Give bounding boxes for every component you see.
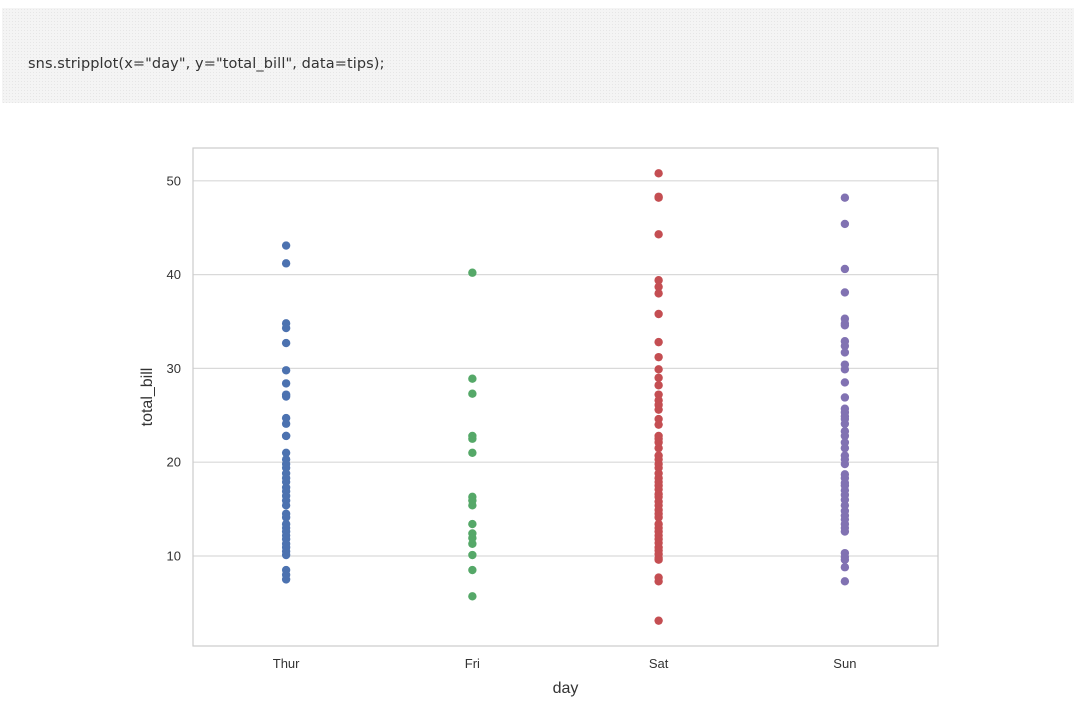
- series-sun: [840, 193, 850, 586]
- y-tick-labels: 10 20 30 40 50: [167, 173, 181, 563]
- data-point: [840, 527, 850, 536]
- data-point: [654, 513, 663, 522]
- data-point: [468, 374, 477, 383]
- data-point: [840, 193, 850, 202]
- y-tick-label: 50: [167, 173, 181, 188]
- data-point: [654, 289, 663, 298]
- series-fri: [468, 268, 477, 601]
- x-tick-label: Sat: [649, 656, 669, 671]
- x-tick-label: Fri: [465, 656, 480, 671]
- data-point: [468, 389, 477, 398]
- code-cell: sns.stripplot(x="day", y="total_bill", d…: [2, 8, 1074, 103]
- data-point: [654, 352, 663, 362]
- plot-frame: [192, 147, 939, 647]
- data-point: [281, 501, 291, 510]
- data-point: [840, 321, 850, 330]
- data-point: [281, 392, 291, 401]
- data-point: [654, 309, 663, 319]
- data-point: [468, 519, 477, 529]
- data-point: [468, 501, 477, 510]
- data-point: [281, 366, 291, 375]
- data-point: [840, 431, 850, 441]
- data-point: [840, 555, 850, 564]
- data-point: [281, 575, 291, 584]
- strip-chart: 10 20 30 40 50 Thur Fri Sat Sun day total_bill: [139, 147, 939, 697]
- data-point: [654, 577, 663, 586]
- data-point: [840, 443, 850, 453]
- data-point: [468, 268, 477, 277]
- y-axis-label: total_bill: [139, 368, 156, 427]
- y-tick-label: 10: [167, 548, 181, 563]
- y-tick-label: 40: [167, 267, 181, 282]
- data-point: [468, 448, 477, 458]
- data-point: [654, 443, 663, 453]
- data-point: [281, 431, 291, 441]
- y-tick-label: 20: [167, 455, 181, 470]
- data-point: [654, 420, 663, 429]
- data-point: [468, 434, 477, 443]
- data-point: [281, 323, 291, 333]
- data-point: [654, 405, 663, 414]
- data-point: [840, 219, 850, 229]
- data-point: [840, 288, 850, 297]
- x-tick-label: Sun: [833, 656, 856, 671]
- data-point: [840, 341, 850, 351]
- data-point: [281, 259, 291, 268]
- series-thur: [281, 241, 291, 584]
- data-point: [840, 419, 850, 428]
- data-point: [281, 419, 291, 428]
- y-tick-label: 30: [167, 361, 181, 376]
- data-point: [840, 577, 850, 586]
- data-point: [840, 264, 850, 274]
- data-point: [654, 169, 663, 178]
- data-point: [840, 459, 850, 469]
- data-point: [281, 379, 291, 388]
- code-text: sns.stripplot(x="day", y="total_bill", d…: [28, 56, 385, 72]
- data-point: [654, 193, 663, 202]
- data-point: [654, 616, 663, 625]
- data-point: [654, 276, 663, 285]
- data-point: [281, 241, 291, 250]
- data-point: [468, 565, 477, 575]
- x-tick-labels: Thur Fri Sat Sun: [273, 656, 857, 671]
- data-point: [468, 550, 477, 560]
- data-points: [281, 169, 850, 625]
- data-point: [654, 381, 663, 390]
- series-sat: [654, 169, 663, 625]
- data-point: [840, 348, 850, 357]
- data-point: [654, 373, 663, 382]
- x-axis-label: day: [553, 680, 579, 697]
- data-point: [281, 338, 291, 348]
- data-point: [840, 378, 850, 387]
- grid-lines: [193, 180, 938, 557]
- data-point: [654, 365, 663, 374]
- data-point: [840, 365, 850, 374]
- data-point: [468, 539, 477, 548]
- data-point: [840, 563, 850, 572]
- x-tick-label: Thur: [273, 656, 300, 671]
- data-point: [654, 555, 663, 564]
- data-point: [654, 230, 663, 239]
- data-point: [281, 448, 291, 458]
- data-point: [281, 550, 291, 560]
- data-point: [654, 282, 663, 292]
- data-point: [281, 513, 291, 522]
- data-point: [840, 393, 850, 402]
- data-point: [468, 592, 477, 601]
- data-point: [654, 337, 663, 347]
